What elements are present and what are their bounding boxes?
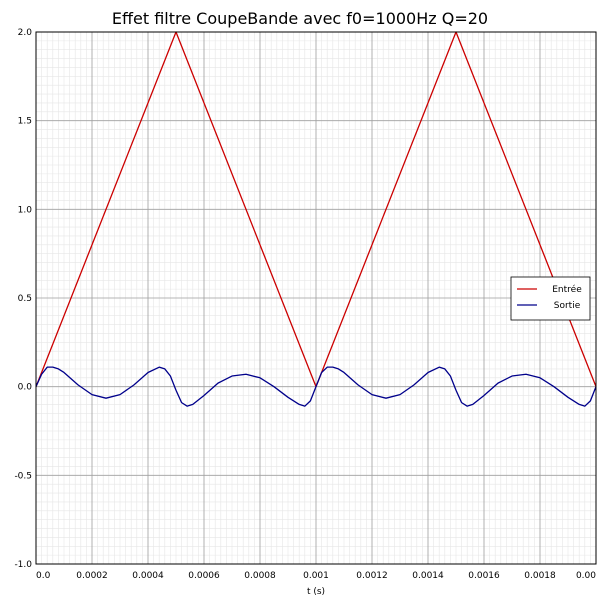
- series-line-sortie: [35, 366, 597, 407]
- x-tick-label: 0.0002: [76, 571, 108, 581]
- plot-frame: [35, 31, 597, 565]
- x-tick-label: 0.0006: [188, 571, 220, 581]
- x-tick-label: 0.0008: [244, 571, 276, 581]
- y-tick-label: -0.5: [14, 471, 32, 481]
- series-layer: [35, 31, 597, 407]
- chart-title: Effet filtre CoupeBande avec f0=1000Hz Q…: [112, 9, 488, 28]
- x-tick-labels: 0.0 0.0002 0.0004 0.0006 0.0008 0.001 0.0012 0.…: [36, 571, 596, 581]
- x-tick-label: 0.00: [576, 571, 596, 581]
- x-tick-label: 0.0004: [132, 571, 164, 581]
- y-tick-labels: 2.0 1.5 1.0 0.5 0.0 -0.5 -1.0: [14, 28, 32, 570]
- x-tick-label: 0.0: [36, 571, 51, 581]
- x-tick-label: 0.0014: [412, 571, 444, 581]
- x-tick-label: 0.0016: [468, 571, 500, 581]
- legend: Entrée Sortie: [510, 276, 591, 321]
- y-tick-label: 0.5: [18, 294, 32, 304]
- y-tick-label: 1.5: [18, 117, 32, 127]
- x-tick-label: 0.0018: [524, 571, 556, 581]
- legend-box: [510, 276, 591, 321]
- y-tick-label: 1.0: [18, 205, 33, 215]
- x-tick-label: 0.0012: [356, 571, 388, 581]
- y-tick-label: 0.0: [18, 383, 33, 393]
- x-axis-label: t (s): [307, 587, 325, 597]
- legend-label: Sortie: [554, 301, 581, 311]
- y-tick-label: -1.0: [14, 560, 32, 570]
- x-tick-label: 0.001: [303, 571, 329, 581]
- y-tick-label: 2.0: [18, 28, 33, 38]
- legend-label: Entrée: [552, 284, 582, 295]
